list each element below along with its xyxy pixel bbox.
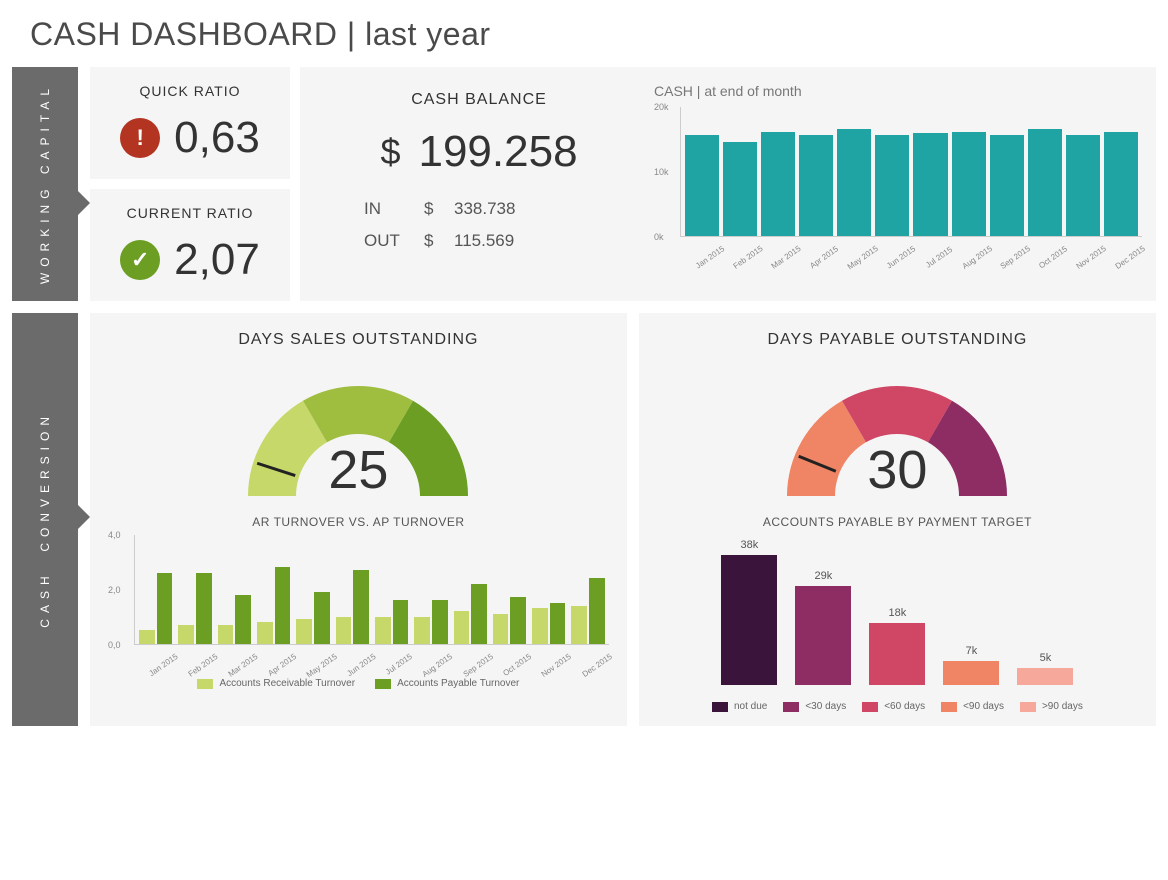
dso-panel: DAYS SALES OUTSTANDING 25 AR TURNOVER VS… [90,313,627,726]
cash-bar [1028,129,1062,236]
turnover-bar [314,592,330,644]
cash-balance-title: CASH BALANCE [314,91,644,109]
cash-out-row: OUT $ 115.569 [364,231,594,251]
cash-conversion-row: DAYS SALES OUTSTANDING 25 AR TURNOVER VS… [90,313,1156,726]
section-label-cash-conversion: CASH CONVERSION [12,313,78,726]
ap-target-legend: not due <30 days <60 days <90 days >90 days [657,701,1138,712]
turnover-bar [454,611,470,644]
dso-value: 25 [328,439,388,501]
current-ratio-value: 2,07 [174,235,260,285]
cash-chart-container: CASH | at end of month 0k10k20kJan 2015F… [654,83,1142,285]
turnover-bar [139,630,155,644]
check-icon: ✓ [120,240,160,280]
ap-bar: 7k [943,645,999,685]
quick-ratio-card: QUICK RATIO ! 0,63 [90,67,290,179]
turnover-bar [178,625,194,644]
cash-chart-title: CASH | at end of month [654,83,1142,99]
cash-bar [723,142,757,236]
cash-bar [990,135,1024,236]
turnover-bar [336,617,352,645]
cash-balance-value-wrap: $ 199.258 [314,127,644,177]
cash-balance-left: CASH BALANCE $ 199.258 IN $ 338.738 OUT … [314,83,644,285]
arrow-icon [76,189,90,217]
turnover-bar [218,625,234,644]
turnover-bar [550,603,566,644]
turnover-bar [414,617,430,645]
page-title: CASH DASHBOARD | last year [0,0,1168,67]
turnover-chart-title: AR TURNOVER VS. AP TURNOVER [108,515,609,529]
section-label-text: WORKING CAPITAL [32,83,58,284]
turnover-bar [196,573,212,645]
cash-bar [799,135,833,236]
dpo-value: 30 [867,439,927,501]
cash-in-row: IN $ 338.738 [364,199,594,219]
quick-ratio-value: 0,63 [174,113,260,163]
turnover-bar [157,573,173,645]
cash-bar [875,135,909,236]
turnover-bar [257,622,273,644]
ratio-column: QUICK RATIO ! 0,63 CURRENT RATIO ✓ 2,07 [90,67,290,301]
turnover-legend: Accounts Receivable Turnover Accounts Pay… [108,678,609,689]
legend-item: Accounts Receivable Turnover [197,678,355,689]
current-ratio-title: CURRENT RATIO [104,205,276,221]
dpo-title: DAYS PAYABLE OUTSTANDING [657,331,1138,349]
turnover-bar [375,617,391,645]
cash-bar [1104,132,1138,236]
section-label-working-capital: WORKING CAPITAL [12,67,78,301]
section-label-text: CASH CONVERSION [32,411,58,628]
turnover-bar [432,600,448,644]
turnover-bar [532,608,548,644]
dso-title: DAYS SALES OUTSTANDING [108,331,609,349]
turnover-bar [571,606,587,645]
cash-bar [952,132,986,236]
dpo-gauge: 30 [767,361,1027,501]
dpo-panel: DAYS PAYABLE OUTSTANDING 30 ACCOUNTS PAY… [639,313,1156,726]
turnover-bar [510,597,526,644]
turnover-bar [393,600,409,644]
current-ratio-card: CURRENT RATIO ✓ 2,07 [90,189,290,301]
dashboard-grid: WORKING CAPITAL QUICK RATIO ! 0,63 CURRE… [0,67,1168,738]
legend-item: >90 days [1020,701,1083,712]
ap-target-chart: 38k 29k 18k 7k 5k [657,535,1138,685]
ap-bar: 18k [869,607,925,685]
quick-ratio-title: QUICK RATIO [104,83,276,99]
cash-balance-value: 199.258 [418,127,577,177]
cash-bar [761,132,795,236]
ap-bar: 29k [795,570,851,685]
cash-bar [685,135,719,236]
legend-item: Accounts Payable Turnover [375,678,519,689]
legend-item: not due [712,701,767,712]
ap-target-title: ACCOUNTS PAYABLE BY PAYMENT TARGET [657,515,1138,529]
arrow-icon [76,503,90,531]
turnover-bar [589,578,605,644]
turnover-bar [471,584,487,645]
turnover-bar [493,614,509,644]
turnover-bar [353,570,369,644]
currency-symbol: $ [380,131,400,173]
working-capital-row: QUICK RATIO ! 0,63 CURRENT RATIO ✓ 2,07 [90,67,1156,301]
cash-bar [1066,135,1100,236]
turnover-bar [296,619,312,644]
ap-bar: 38k [721,539,777,685]
cash-bar [837,129,871,236]
legend-item: <60 days [862,701,925,712]
turnover-chart: 0,02,04,0Jan 2015Feb 2015Mar 2015Apr 201… [108,535,609,662]
legend-item: <90 days [941,701,1004,712]
alert-icon: ! [120,118,160,158]
legend-item: <30 days [783,701,846,712]
cash-chart: 0k10k20kJan 2015Feb 2015Mar 2015Apr 2015… [654,107,1142,254]
ap-bar: 5k [1017,652,1073,685]
turnover-bar [275,567,291,644]
turnover-bar [235,595,251,645]
cash-balance-card: CASH BALANCE $ 199.258 IN $ 338.738 OUT … [300,67,1156,301]
cash-bar [913,133,947,236]
dso-gauge: 25 [228,361,488,501]
